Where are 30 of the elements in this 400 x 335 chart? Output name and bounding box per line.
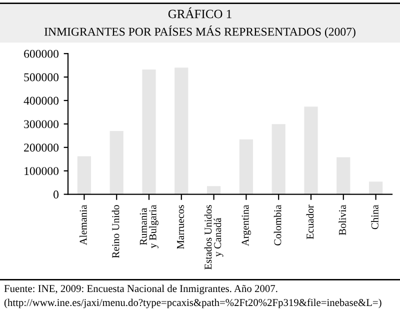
x-tick-label: Bolivia <box>338 204 346 236</box>
bar <box>77 156 92 194</box>
chart-subtitle: INMIGRANTES POR PAÍSES MÁS REPRESENTADOS (2007) <box>44 26 356 38</box>
x-tick-label: Alemania <box>79 204 87 246</box>
x-tick-label: Colombia <box>274 204 282 246</box>
y-tick-label: 300000 <box>24 120 59 128</box>
y-tick-label: 600000 <box>24 50 59 58</box>
x-tick-label: Rumania y Bulgaria <box>140 204 158 248</box>
bar <box>368 182 383 194</box>
bar <box>142 70 156 194</box>
y-tick-label: 0 <box>54 190 59 199</box>
bar <box>272 124 286 194</box>
source-note: Fuente: INE, 2009: Encuesta Nacional de Inmigrantes. Año 2007. (http://www.ine.es/jaxi/menu.do?type=pcaxis&path=%2Ft20%2Fp319&file=inebase&L=) <box>4 284 382 308</box>
bar <box>174 68 188 194</box>
y-tick-label: 400000 <box>24 96 59 105</box>
x-tick-label: Argentina <box>242 204 251 246</box>
x-tick-label: Marruecos <box>177 205 184 249</box>
x-tick-label: Reino Unido <box>112 205 120 258</box>
y-tick-label: 200000 <box>24 144 59 152</box>
bar <box>239 139 254 194</box>
chart-title: GRÁFICO 1 <box>168 7 232 18</box>
x-tick-label: Estados Unidos y Canadá <box>204 205 224 270</box>
x-tick-label: Ecuador <box>306 204 314 240</box>
x-tick-label: China <box>371 204 378 230</box>
y-tick-label: 100000 <box>24 167 59 176</box>
bar <box>336 157 350 194</box>
bar <box>110 130 124 194</box>
bar <box>206 186 221 194</box>
y-tick-label: 500000 <box>24 73 59 82</box>
bar <box>304 106 318 194</box>
